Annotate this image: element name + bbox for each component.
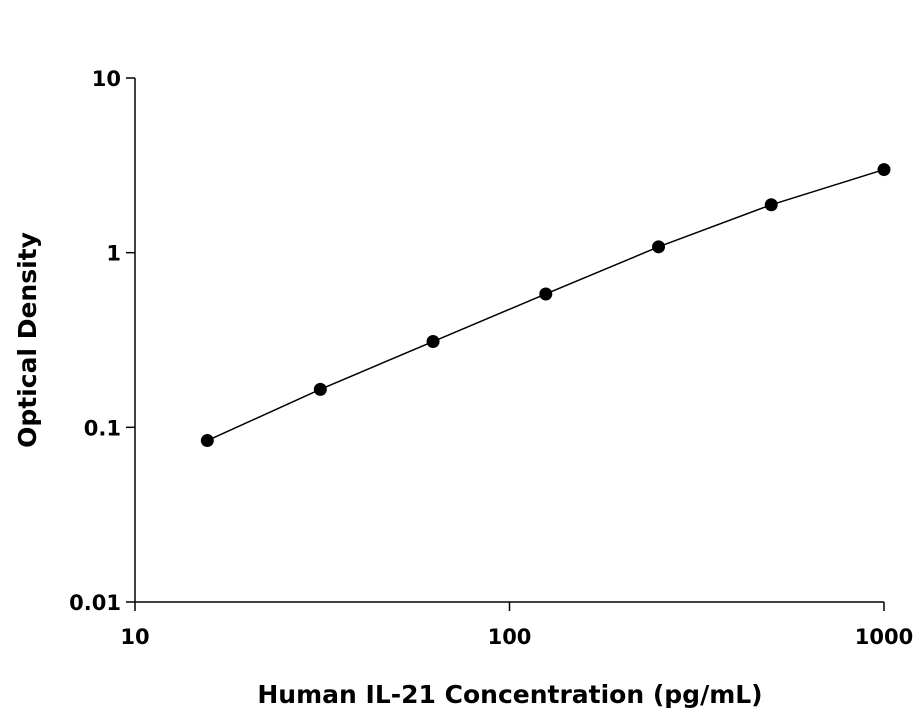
point [313, 382, 327, 396]
y-tick-label: 0.01 [69, 591, 121, 615]
y-tick-label: 0.1 [84, 416, 121, 440]
point [426, 335, 440, 349]
y-tick-label: 10 [92, 67, 121, 91]
point [200, 434, 214, 448]
point [652, 240, 666, 254]
y-tick-label: 1 [106, 242, 121, 266]
x-axis-title: Human IL-21 Concentration (pg/mL) [257, 680, 762, 709]
curve [207, 168, 885, 442]
x-tick-label: 10 [120, 625, 149, 649]
x-tick-label: 100 [488, 625, 532, 649]
x-tick-label: 1000 [855, 625, 913, 649]
point [539, 287, 553, 301]
point [877, 163, 891, 177]
point [764, 198, 778, 212]
y-axis-title: Optical Density [13, 232, 42, 448]
